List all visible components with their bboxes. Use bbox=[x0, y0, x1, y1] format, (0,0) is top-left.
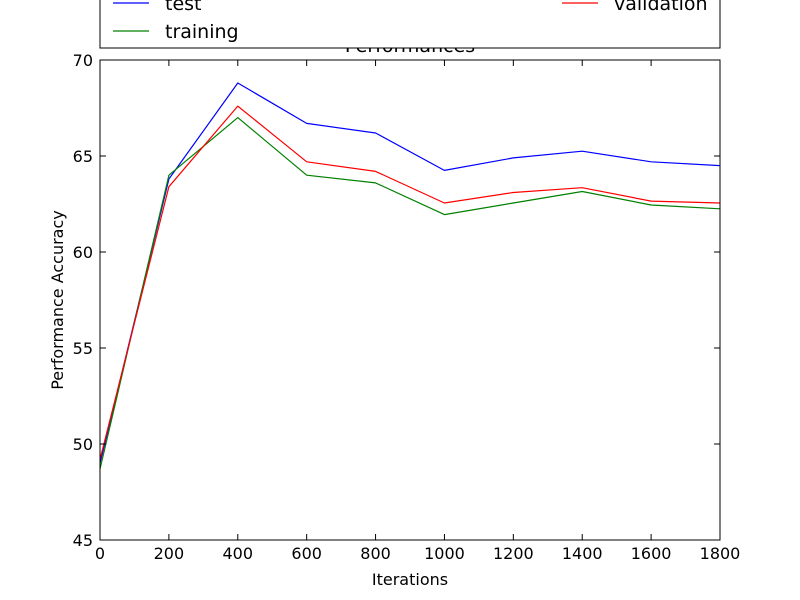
x-tick-label: 1000 bbox=[424, 544, 465, 563]
y-tick-label: 50 bbox=[73, 435, 93, 454]
legend-box bbox=[99, 0, 721, 49]
plot-frame bbox=[99, 59, 721, 541]
plot-area bbox=[100, 60, 720, 540]
y-axis: 45 50 55 60 65 70 bbox=[73, 51, 720, 550]
legend-label-training: training bbox=[165, 21, 239, 43]
legend: test training validation bbox=[99, 0, 721, 49]
x-tick-label: 600 bbox=[291, 544, 322, 563]
series-line-validation bbox=[99, 105, 721, 460]
x-tick-label: 1400 bbox=[562, 544, 603, 563]
x-axis: 0 200 400 600 800 1000 1200 1400 1600 1800 bbox=[95, 60, 740, 563]
x-tick-label: 1600 bbox=[631, 544, 672, 563]
y-axis-title: Performance Accuracy bbox=[48, 210, 67, 390]
x-tick-label: 1800 bbox=[700, 544, 741, 563]
x-tick-label: 1200 bbox=[493, 544, 534, 563]
legend-entries: test training validation bbox=[113, 0, 708, 43]
legend-label-test: test bbox=[165, 0, 202, 15]
y-tick-label: 45 bbox=[73, 531, 93, 550]
x-axis-title: Iterations bbox=[372, 570, 448, 589]
y-tick-label: 65 bbox=[73, 147, 93, 166]
x-tick-label: 800 bbox=[360, 544, 391, 563]
legend-label-validation: validation bbox=[614, 0, 708, 15]
x-tick-label: 400 bbox=[223, 544, 254, 563]
x-tick-label: 0 bbox=[95, 544, 105, 563]
y-tick-label: 70 bbox=[73, 51, 93, 70]
y-tick-label: 55 bbox=[73, 339, 93, 358]
series-line-test bbox=[99, 82, 721, 464]
series-layer bbox=[99, 82, 721, 470]
x-tick-label: 200 bbox=[154, 544, 185, 563]
y-tick-label: 60 bbox=[73, 243, 93, 262]
